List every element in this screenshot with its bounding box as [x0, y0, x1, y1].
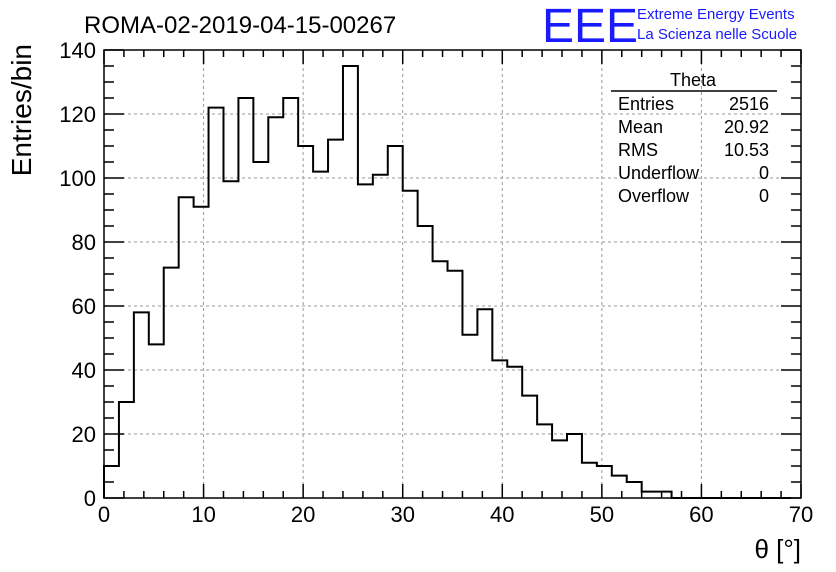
- histogram-bin: [268, 117, 283, 498]
- histogram-bin: [164, 268, 179, 498]
- histogram-bin: [194, 207, 209, 498]
- stats-title: Theta: [670, 70, 717, 90]
- y-tick-label: 140: [59, 38, 96, 63]
- histogram-bin: [567, 434, 582, 498]
- y-tick-labels: 0 20 40 60 80 100 120 140: [59, 38, 96, 511]
- axis-ticks: [103, 49, 802, 499]
- eee-logo-mark: EEE: [542, 0, 638, 53]
- histogram-bin: [373, 175, 388, 498]
- histogram-bin: [388, 146, 403, 498]
- stats-row-label: Entries: [618, 94, 674, 114]
- histogram-bin: [433, 261, 448, 498]
- histogram-bin: [298, 146, 313, 498]
- histogram-bins: [104, 66, 672, 498]
- histogram-bin: [119, 402, 134, 498]
- x-tick-label: 70: [789, 502, 813, 527]
- stats-row-value: 0: [759, 186, 769, 206]
- stats-row-value: 2516: [729, 94, 769, 114]
- histogram-bin: [358, 184, 373, 498]
- stats-rows: Entries 2516 Mean 20.92 RMS 10.53 Underflow 0 Ov…: [618, 94, 769, 206]
- y-axis-label: Entries/bin: [6, 44, 37, 176]
- histogram-bin: [343, 66, 358, 498]
- histogram-bin: [462, 335, 477, 498]
- histogram-bin: [657, 492, 672, 498]
- histogram-bin: [537, 424, 552, 498]
- eee-logo-line1: Extreme Energy Events: [637, 6, 795, 23]
- stats-row-label: Mean: [618, 117, 663, 137]
- histogram-bin: [149, 344, 164, 498]
- y-tick-label: 20: [72, 422, 96, 447]
- histogram-bin: [552, 440, 567, 498]
- y-tick-label: 120: [59, 102, 96, 127]
- histogram-bin: [134, 312, 149, 498]
- stats-row-label: Overflow: [618, 186, 690, 206]
- histogram-bin: [642, 492, 657, 498]
- histogram-bin: [492, 360, 507, 498]
- x-tick-label: 20: [291, 502, 315, 527]
- histogram-outline: [103, 65, 792, 499]
- stats-row-label: RMS: [618, 140, 658, 160]
- histogram-bin: [238, 98, 253, 498]
- histogram-bin: [627, 482, 642, 498]
- histogram-bin: [283, 98, 298, 498]
- histogram-bin: [612, 476, 627, 498]
- eee-logo-line2: La Scienza nelle Scuole: [637, 26, 797, 43]
- x-tick-label: 30: [390, 502, 414, 527]
- histogram-bin: [313, 172, 328, 498]
- histogram-bin: [522, 396, 537, 498]
- histogram-bin: [597, 466, 612, 498]
- histogram-bin: [507, 367, 522, 498]
- chart-title: ROMA-02-2019-04-15-00267: [84, 12, 396, 39]
- x-tick-label: 10: [191, 502, 215, 527]
- histogram-bin: [403, 191, 418, 498]
- stats-row-label: Underflow: [618, 163, 700, 183]
- y-tick-label: 60: [72, 294, 96, 319]
- histogram-bin: [223, 181, 238, 498]
- x-tick-label: 60: [689, 502, 713, 527]
- grid-lines: [104, 50, 801, 498]
- histogram-bin: [477, 309, 492, 498]
- histogram-bin: [448, 271, 463, 498]
- x-tick-label: 40: [490, 502, 514, 527]
- y-tick-label: 40: [72, 358, 96, 383]
- y-tick-label: 80: [72, 230, 96, 255]
- eee-logo: EEE Extreme Energy Events La Scienza nel…: [542, 0, 797, 53]
- x-tick-labels: 0 10 20 30 40 50 60 70: [98, 502, 813, 527]
- y-tick-label: 100: [59, 166, 96, 191]
- stats-row-value: 0: [759, 163, 769, 183]
- histogram-bin: [582, 463, 597, 498]
- histogram-bin: [253, 162, 268, 498]
- histogram-bin: [418, 226, 433, 498]
- histogram-bin: [179, 197, 194, 498]
- x-tick-label: 50: [590, 502, 614, 527]
- x-axis-label: θ [°]: [754, 534, 801, 564]
- stats-row-value: 10.53: [724, 140, 769, 160]
- x-tick-label: 0: [98, 502, 110, 527]
- histogram-bin: [328, 140, 343, 498]
- stats-row-value: 20.92: [724, 117, 769, 137]
- histogram-bin: [209, 108, 224, 498]
- y-tick-label: 0: [84, 486, 96, 511]
- stats-box: Theta Entries 2516 Mean 20.92 RMS 10.53 Underf…: [611, 70, 777, 206]
